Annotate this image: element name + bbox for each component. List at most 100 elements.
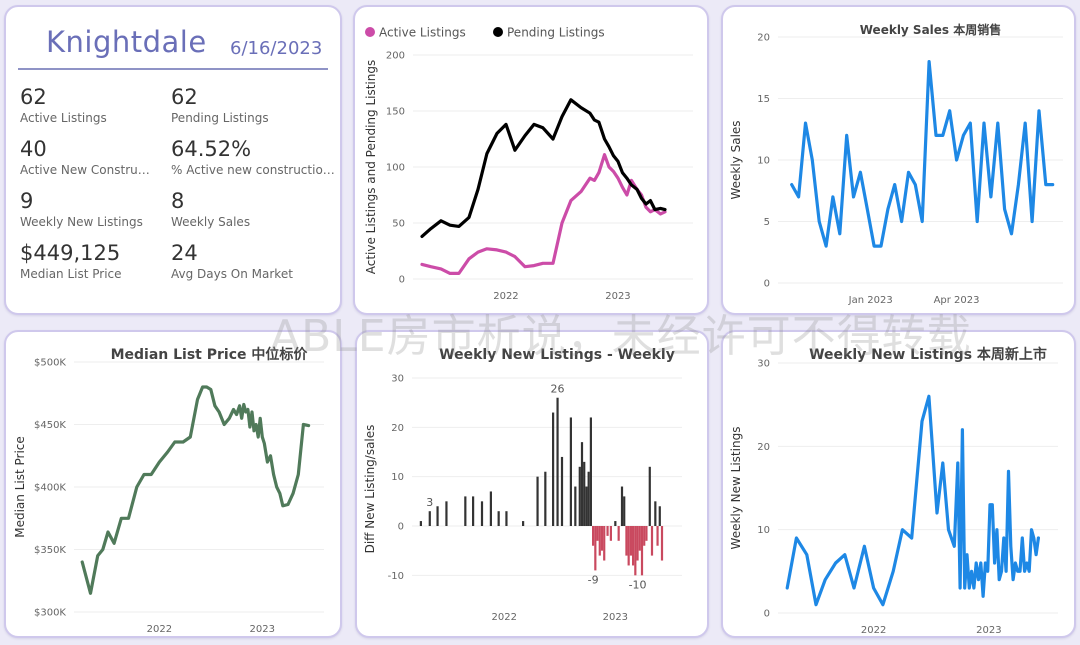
bar <box>552 412 555 526</box>
bar <box>603 526 606 561</box>
y-tick-label: $400K <box>34 483 66 494</box>
kpi-label: Active Listings <box>20 111 107 125</box>
series-line-c2 <box>790 59 1055 248</box>
chart-title: Weekly New Listings - Weekly <box>439 347 675 363</box>
bar <box>497 511 500 526</box>
city-title: Knightdale <box>46 25 207 59</box>
kpi-label: Weekly New Listings <box>20 215 143 229</box>
bar <box>419 521 422 526</box>
bar <box>574 486 577 526</box>
bar <box>428 511 431 526</box>
y-tick-label: 100 <box>386 163 405 174</box>
kpi-label: % Active new constructions <box>171 163 336 177</box>
report-date: 6/16/2023 <box>230 38 323 59</box>
bar <box>505 511 508 526</box>
bar <box>629 526 632 556</box>
weekly-new-listings-chart-card: Weekly New Listings 本周新上市 0 10 20 30 2022 2023… <box>721 330 1076 638</box>
kpi-value: 64.52% <box>171 137 252 161</box>
bar <box>609 526 612 541</box>
x-tick-label: Jan 2023 <box>848 295 893 306</box>
y-tick-label: 10 <box>391 472 404 483</box>
y-tick-label: $500K <box>34 358 66 369</box>
bar <box>598 526 601 556</box>
kpi-pending-listings: 62 Pending Listings <box>171 85 321 127</box>
y-tick-label: 200 <box>386 51 405 62</box>
bar <box>560 456 564 526</box>
legend-label: Pending Listings <box>507 26 605 40</box>
title-divider <box>18 68 328 70</box>
bar <box>640 526 644 576</box>
bar <box>580 442 584 526</box>
kpi-avg-days-on-market: 24 Avg Days On Market <box>171 241 321 283</box>
kpi-label: Median List Price <box>20 267 122 281</box>
x-tick-label: 2023 <box>976 625 1001 636</box>
kpi-value: 62 <box>171 85 198 109</box>
x-tick-label: 2022 <box>147 624 172 635</box>
y-tick-label: 50 <box>392 219 405 230</box>
bar <box>614 521 617 526</box>
bar <box>522 521 525 526</box>
bar <box>632 526 635 566</box>
bar <box>625 526 628 556</box>
legend-marker <box>493 27 503 37</box>
bar <box>645 526 648 541</box>
x-tick-label: 2022 <box>491 612 516 623</box>
listings-chart: 0 50 100 150 200 2022 2023 Active Listings and … <box>364 26 693 302</box>
series-line-c5 <box>785 394 1040 607</box>
bar <box>472 496 475 526</box>
y-tick-label: $300K <box>34 608 66 619</box>
y-tick-label: 20 <box>391 423 404 434</box>
bar <box>436 506 439 526</box>
median-price-chart-card: Median List Price 中位标价 $300K $350K $400K $45… <box>4 330 342 638</box>
kpi-card: Knightdale 6/16/2023 62 Active Listings … <box>4 5 342 315</box>
kpi-label: Pending Listings <box>171 111 269 125</box>
listings-chart-card: 0 50 100 150 200 2022 2023 Active Listings and … <box>353 5 709 315</box>
weekly-sales-chart-card: Weekly Sales 本周销售 0 5 10 15 20 Jan 2023 Apr 202… <box>721 5 1076 315</box>
kpi-median-list-price: $449,125 Median List Price <box>20 241 170 283</box>
chart-title: Weekly Sales 本周销售 <box>860 22 1002 37</box>
data-label: 3 <box>426 496 433 509</box>
y-tick-label: 0 <box>399 275 405 286</box>
bar <box>596 526 599 541</box>
y-tick-label: 20 <box>757 442 770 453</box>
x-tick-label: 2023 <box>605 291 630 302</box>
y-axis-label: Active Listings and Pending Listings <box>364 60 378 275</box>
y-tick-label: 0 <box>398 522 404 533</box>
y-tick-label: 5 <box>764 217 770 228</box>
weekly-new-listings-chart: Weekly New Listings 本周新上市 0 10 20 30 2022 2023… <box>729 346 1058 636</box>
y-tick-label: $350K <box>34 545 66 556</box>
kpi-weekly-sales: 8 Weekly Sales <box>171 189 321 231</box>
bar <box>587 471 590 526</box>
x-tick-label: 2023 <box>603 612 628 623</box>
legend-marker <box>365 27 375 37</box>
y-tick-label: 20 <box>757 33 770 44</box>
y-axis-label: Weekly Sales <box>729 120 743 199</box>
x-tick-label: 2023 <box>250 624 275 635</box>
legend-label: Active Listings <box>379 26 466 40</box>
y-tick-label: 15 <box>757 94 770 105</box>
kpi-value: 62 <box>20 85 47 109</box>
series-line-active-listings <box>420 153 667 275</box>
bar <box>636 526 639 561</box>
median-price-chart: Median List Price 中位标价 $300K $350K $400K $45… <box>13 346 324 635</box>
kpi-pct-new-construction: 64.52% % Active new constructions <box>171 137 336 179</box>
chart-title: Weekly New Listings 本周新上市 <box>809 346 1047 363</box>
series-line-c3 <box>80 385 311 595</box>
bar <box>600 526 604 551</box>
bar <box>638 526 641 551</box>
y-tick-label: 0 <box>764 279 770 290</box>
y-tick-label: -10 <box>388 571 404 582</box>
bar <box>489 491 492 526</box>
bar <box>594 526 597 571</box>
y-tick-label: 10 <box>757 525 770 536</box>
kpi-active-new-construction: 40 Active New Constructi... <box>20 137 152 179</box>
bar <box>650 526 654 556</box>
bar <box>464 496 467 526</box>
y-tick-label: 30 <box>391 374 404 385</box>
bar <box>556 397 559 526</box>
bar <box>480 501 484 526</box>
bar <box>589 417 592 526</box>
weekly-diff-chart: Weekly New Listings - Weekly -10 0 10 20 30 20… <box>363 347 682 623</box>
bar <box>623 496 626 526</box>
series-line-pending-listings <box>420 98 667 238</box>
